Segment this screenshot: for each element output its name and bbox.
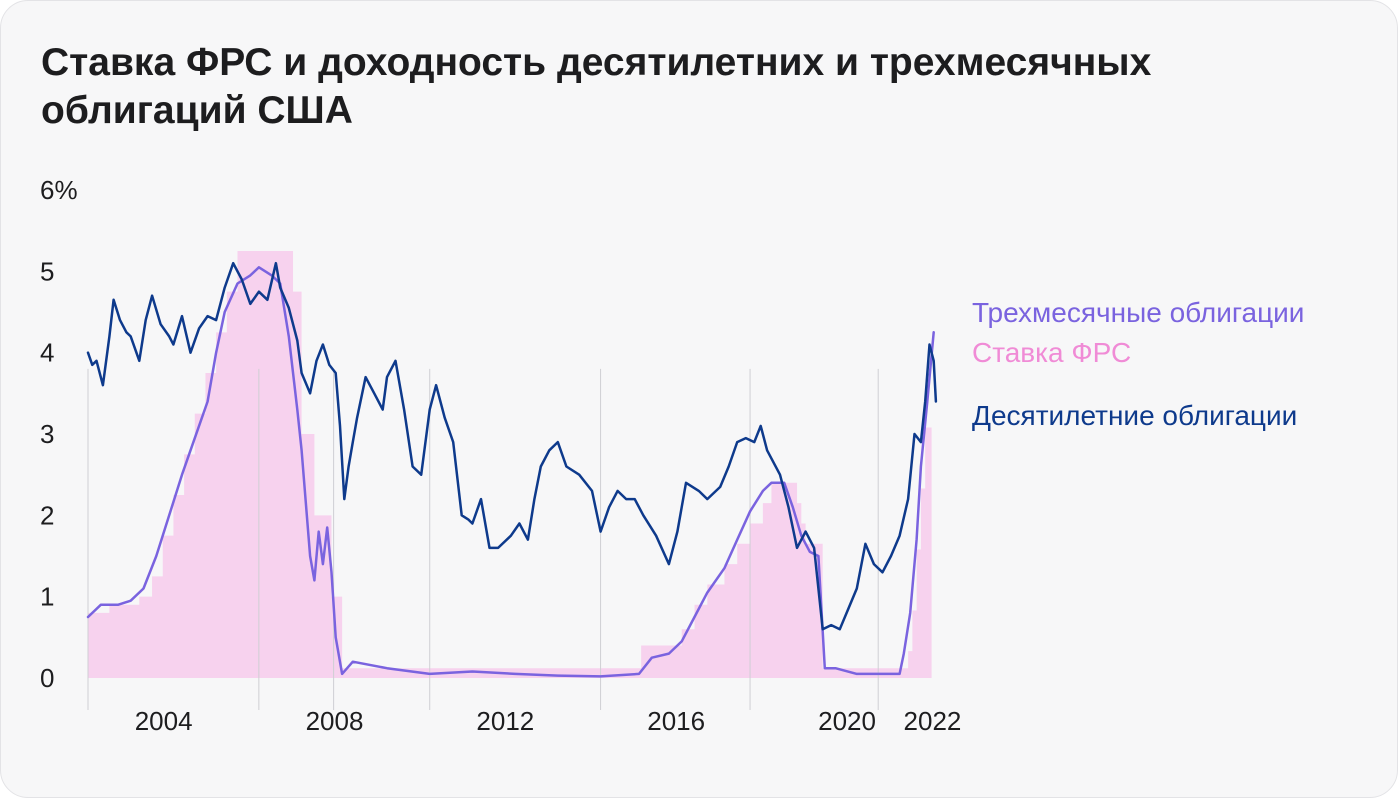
legend-label: Трехмесячные облигации [972, 297, 1304, 328]
series-line [86, 261, 938, 631]
series-line [86, 266, 935, 678]
x-tick-label: 2012 [476, 706, 534, 736]
y-tick-label: 5 [40, 256, 54, 286]
x-tick-label: 2016 [647, 706, 705, 736]
x-tick-label: 2022 [904, 706, 962, 736]
chart-title: Ставка ФРС и доходность десятилетних и т… [41, 41, 1152, 132]
y-tick-label: 0 [40, 663, 54, 693]
y-tick-label: 4 [40, 338, 54, 368]
series-area-fed-rate [88, 251, 932, 678]
legend-label: Десятилетние облигации [972, 400, 1297, 431]
x-tick-label: 2004 [135, 706, 193, 736]
legend-label: Ставка ФРС [972, 337, 1131, 368]
y-tick-label: 2 [40, 500, 54, 530]
y-tick-label: 6% [40, 175, 78, 205]
y-tick-label: 1 [40, 582, 54, 612]
y-tick-label: 3 [40, 419, 54, 449]
x-tick-label: 2008 [306, 706, 364, 736]
x-tick-label: 2020 [818, 706, 876, 736]
